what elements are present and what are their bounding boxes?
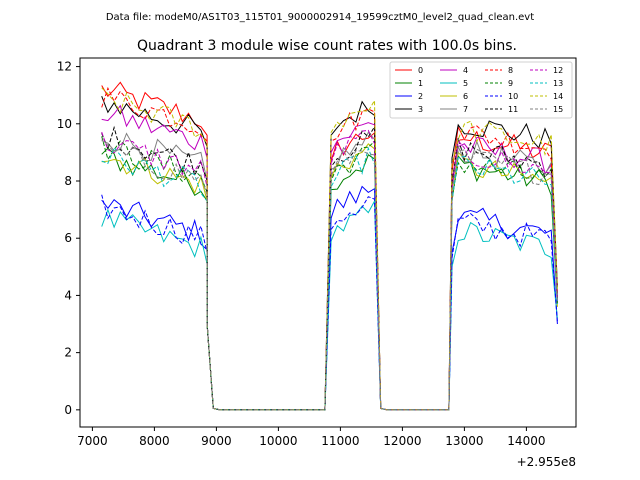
y-tick-label: 4	[64, 288, 72, 302]
legend-label-15: 15	[553, 105, 563, 114]
chart-suptitle: Data file: modeM0/AS1T03_115T01_90000029…	[106, 12, 534, 23]
legend-label-3: 3	[418, 105, 423, 114]
series-line-5	[101, 199, 558, 411]
series-line-10	[101, 194, 558, 411]
legend-label-8: 8	[508, 66, 513, 75]
legend-label-2: 2	[418, 92, 423, 101]
x-tick-label: 12000	[383, 434, 421, 448]
legend-label-14: 14	[553, 92, 563, 101]
x-tick-label: 7000	[77, 434, 108, 448]
x-tick-label: 13000	[445, 434, 483, 448]
legend-label-13: 13	[553, 79, 563, 88]
legend-label-6: 6	[463, 92, 468, 101]
legend-label-10: 10	[508, 92, 518, 101]
y-tick-label: 10	[57, 117, 72, 131]
plot-area	[101, 81, 558, 411]
legend-label-1: 1	[418, 79, 423, 88]
axes-frame	[79, 57, 577, 428]
legend-label-12: 12	[553, 66, 563, 75]
legend-label-9: 9	[508, 79, 513, 88]
legend-box	[389, 61, 573, 119]
y-tick-label: 0	[64, 403, 72, 417]
y-tick-label: 12	[57, 60, 72, 74]
x-tick-label: 9000	[201, 434, 232, 448]
legend-label-5: 5	[463, 79, 468, 88]
y-tick-label: 2	[64, 346, 72, 360]
x-tick-label: 10000	[259, 434, 297, 448]
x-tick-label: 11000	[321, 434, 359, 448]
legend-label-11: 11	[508, 105, 518, 114]
x-tick-label: 8000	[139, 434, 170, 448]
series-line-14	[101, 87, 558, 411]
legend-label-4: 4	[463, 66, 468, 75]
legend-label-7: 7	[463, 105, 468, 114]
legend-label-0: 0	[418, 66, 423, 75]
chart-title: Quadrant 3 module wise count rates with …	[137, 38, 517, 54]
x-offset-label: +2.955e8	[517, 455, 576, 469]
y-tick-label: 6	[64, 231, 72, 245]
series-line-15	[101, 139, 558, 411]
x-tick-label: 14000	[507, 434, 545, 448]
axes: 7000 8000 9000 10000 11000 12000 13000 14000 0 2 4…	[57, 57, 577, 448]
y-tick-label: 8	[64, 174, 72, 188]
